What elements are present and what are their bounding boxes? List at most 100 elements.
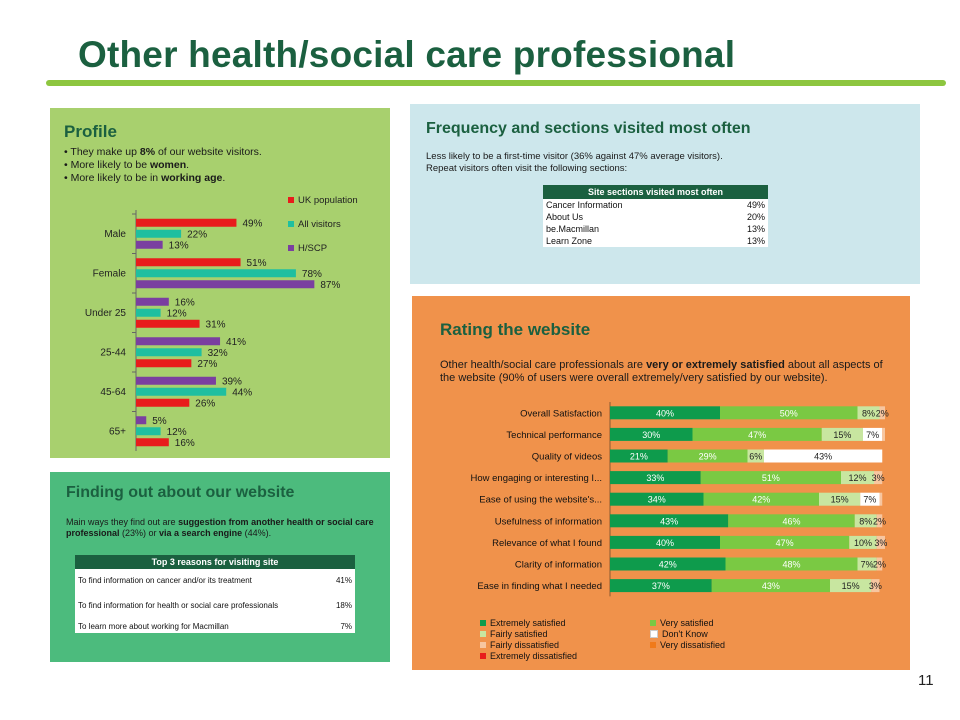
- stacked-segment: [857, 406, 880, 420]
- legend-swatch: [650, 642, 656, 648]
- satisfaction-stacked-chart: Overall Satisfaction 40% 50% 8% 2%Technical …: [471, 402, 889, 597]
- stacked-segment: [610, 449, 668, 463]
- bar: [136, 427, 161, 436]
- stacked-segment: [747, 449, 764, 463]
- data-label: 27%: [197, 359, 217, 370]
- data-label: 6%: [749, 452, 762, 462]
- stacked-segment: [874, 471, 883, 485]
- stacked-segment: [876, 514, 883, 528]
- data-label: 39%: [222, 376, 242, 387]
- stacked-segment: [857, 557, 877, 571]
- table-row: Learn Zone 13%: [546, 236, 765, 246]
- legend-swatch: [480, 642, 486, 648]
- data-label: 87%: [320, 280, 340, 291]
- legend-item: Don't Know: [650, 629, 708, 639]
- category-label: Clarity of information: [515, 560, 602, 571]
- data-label: 3%: [869, 581, 882, 591]
- data-label: 13%: [169, 240, 189, 251]
- data-label: 22%: [187, 229, 207, 240]
- stacked-segment: [610, 492, 704, 506]
- data-label: 21%: [630, 452, 648, 462]
- data-label: 51%: [762, 473, 780, 483]
- category-label: Under 25: [85, 308, 127, 319]
- stacked-segment: [720, 535, 850, 549]
- stacked-segment: [610, 579, 712, 593]
- legend-swatch: [480, 653, 486, 659]
- data-label: 78%: [302, 269, 322, 280]
- data-label: 2%: [876, 408, 889, 418]
- page-number: 11: [918, 672, 934, 689]
- stacked-segment: [667, 449, 748, 463]
- legend-item: Extremely satisfied: [480, 618, 566, 628]
- legend-item: Extremely dissatisfied: [480, 651, 577, 661]
- category-label: Ease in finding what I needed: [477, 581, 602, 592]
- data-label: 3%: [874, 538, 887, 548]
- table-row: To learn more about working for Macmilla…: [78, 621, 352, 631]
- title-underline: [46, 80, 946, 86]
- legend-item: Very satisfied: [650, 618, 714, 628]
- bar: [136, 387, 227, 396]
- stacked-segment: [863, 427, 883, 441]
- legend-swatch: [288, 221, 294, 227]
- stacked-segment: [876, 557, 883, 571]
- bar: [136, 438, 169, 447]
- data-label: 15%: [842, 581, 860, 591]
- legend-label: H/SCP: [298, 243, 327, 254]
- data-label: 26%: [195, 398, 215, 409]
- category-label: 65+: [109, 426, 126, 437]
- category-label: Quality of videos: [532, 452, 602, 463]
- table-row: be.Macmillan 13%: [546, 224, 765, 234]
- legend-label: All visitors: [298, 219, 341, 230]
- profile-bullet-3: • More likely to be in working age.: [64, 172, 226, 184]
- stacked-segment: [860, 492, 880, 506]
- stacked-segment: [821, 427, 863, 441]
- stacked-segment: [879, 492, 883, 506]
- data-label: 29%: [699, 452, 717, 462]
- data-label: 37%: [652, 581, 670, 591]
- category-label: 25-44: [100, 347, 126, 358]
- bar: [136, 269, 296, 278]
- data-label: 41%: [226, 337, 246, 348]
- data-label: 43%: [814, 452, 832, 462]
- data-label: 31%: [206, 319, 226, 330]
- data-label: 12%: [848, 473, 866, 483]
- rating-text: Other health/social care professionals a…: [440, 359, 883, 384]
- data-label: 7%: [861, 560, 874, 570]
- legend-label: UK population: [298, 195, 358, 206]
- data-label: 42%: [659, 560, 677, 570]
- stacked-segment: [610, 406, 720, 420]
- table-row: Cancer Information 49%: [546, 200, 765, 210]
- legend-swatch: [288, 245, 294, 251]
- data-label: 44%: [232, 387, 252, 398]
- data-label: 16%: [175, 297, 195, 308]
- data-label: 7%: [866, 430, 879, 440]
- bar: [136, 280, 315, 289]
- bar: [136, 359, 192, 368]
- data-label: 2%: [873, 516, 886, 526]
- legend-swatch: [288, 197, 294, 203]
- site-sections-table: Site sections visited most often Cancer …: [543, 185, 768, 247]
- legend-label: Fairly satisfied: [490, 629, 548, 639]
- data-label: 34%: [648, 495, 666, 505]
- data-label: 51%: [247, 258, 267, 269]
- stacked-segment: [728, 514, 855, 528]
- data-label: 42%: [752, 495, 770, 505]
- profile-heading: Profile: [64, 122, 117, 141]
- stacked-segment: [879, 406, 885, 420]
- bar: [136, 308, 161, 317]
- category-label: Technical performance: [506, 430, 602, 441]
- frequency-heading: Frequency and sections visited most ofte…: [426, 120, 751, 137]
- page-title: Other health/social care professional: [78, 34, 736, 75]
- profile-bullets: • They make up 8% of our website visitor…: [64, 146, 384, 185]
- stacked-segment: [854, 514, 877, 528]
- data-label: 3%: [872, 473, 885, 483]
- bar: [136, 258, 241, 267]
- bar: [136, 319, 200, 328]
- stacked-segment: [871, 579, 880, 593]
- stacked-segment: [720, 406, 858, 420]
- stacked-segment: [692, 427, 822, 441]
- data-label: 49%: [242, 218, 262, 229]
- category-label: Overall Satisfaction: [520, 408, 602, 419]
- legend-swatch: [650, 630, 658, 638]
